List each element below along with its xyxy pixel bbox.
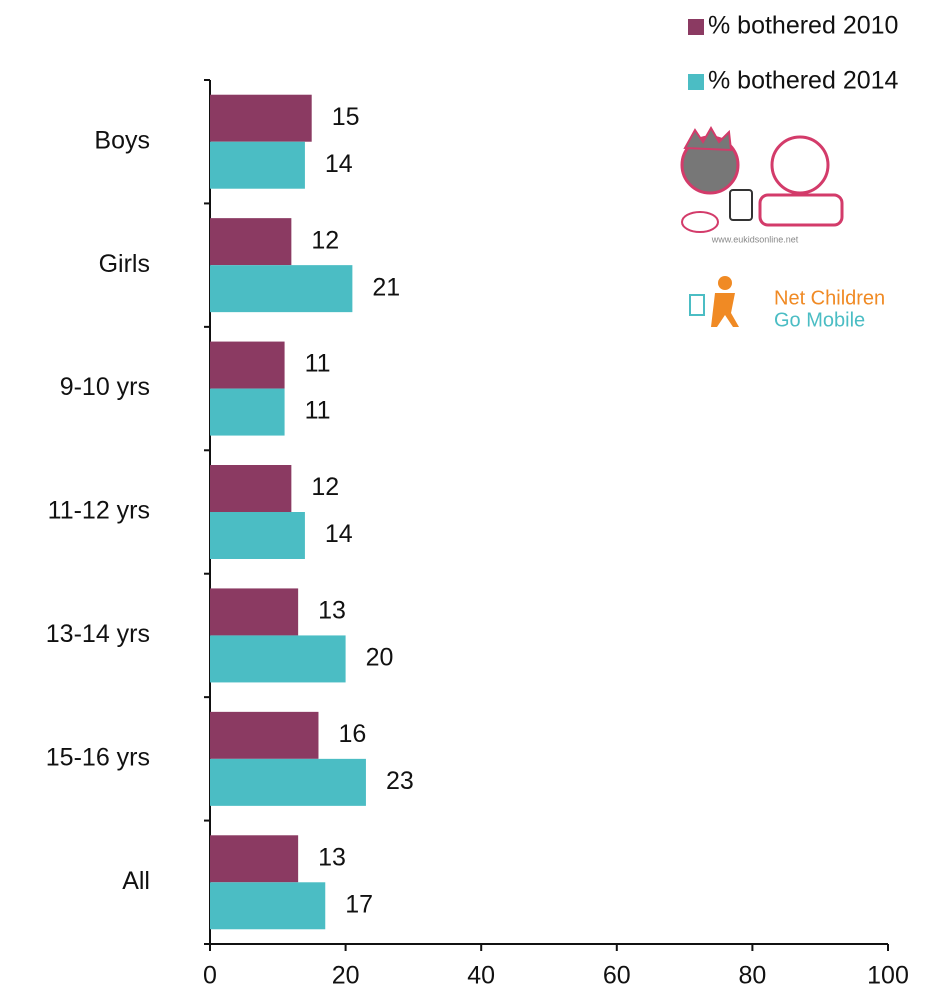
bar [210, 512, 305, 559]
bar [210, 882, 326, 930]
data-label: 11 [305, 350, 331, 378]
data-label: 14 [325, 150, 353, 178]
ncgm-line2: Go Mobile [774, 309, 865, 331]
ncgm-logo: Net Children Go Mobile [689, 276, 885, 331]
x-tick-label: 60 [603, 962, 631, 990]
legend-label: % bothered 2014 [708, 67, 899, 95]
y-tick-label: 13-14 yrs [46, 620, 150, 648]
legend-swatch [688, 74, 704, 90]
data-label: 20 [366, 644, 394, 672]
bar [210, 265, 353, 313]
y-tick-label: Girls [99, 250, 150, 278]
bar [210, 758, 366, 806]
y-tick-label: All [122, 867, 150, 895]
ncgm-line1: Net Children [774, 287, 885, 309]
x-tick-label: 20 [332, 962, 360, 990]
bar [210, 711, 319, 759]
data-label: 13 [318, 843, 346, 871]
eukidsonline-url: www.eukidsonline.net [711, 234, 799, 244]
bar [210, 835, 299, 883]
x-tick-label: 80 [738, 962, 766, 990]
legend-swatch [688, 19, 704, 35]
data-label: 17 [345, 890, 373, 918]
bar [210, 465, 292, 512]
y-tick-label: Boys [94, 126, 150, 154]
bar [210, 141, 305, 189]
bar [210, 218, 292, 266]
eukidsonline-logo: www.eukidsonline.net [680, 125, 844, 244]
data-label: 21 [372, 273, 400, 301]
data-label: 13 [318, 597, 346, 625]
data-label: 12 [311, 226, 339, 254]
bar [210, 341, 285, 389]
x-tick-label: 100 [867, 962, 909, 990]
data-label: 11 [305, 397, 331, 425]
y-tick-label: 11-12 yrs [48, 497, 150, 525]
legend-label: % bothered 2010 [708, 12, 898, 40]
x-tick-label: 40 [467, 962, 495, 990]
bar [210, 388, 285, 436]
bar [210, 588, 299, 636]
data-label: 14 [325, 520, 353, 548]
data-label: 16 [338, 720, 366, 748]
data-label: 23 [386, 767, 414, 795]
bar [210, 94, 312, 142]
y-tick-label: 15-16 yrs [46, 743, 150, 771]
data-label: 12 [311, 473, 339, 501]
x-tick-label: 0 [203, 962, 217, 990]
bar [210, 635, 346, 683]
y-tick-label: 9-10 yrs [60, 373, 150, 401]
data-label: 15 [332, 103, 360, 131]
